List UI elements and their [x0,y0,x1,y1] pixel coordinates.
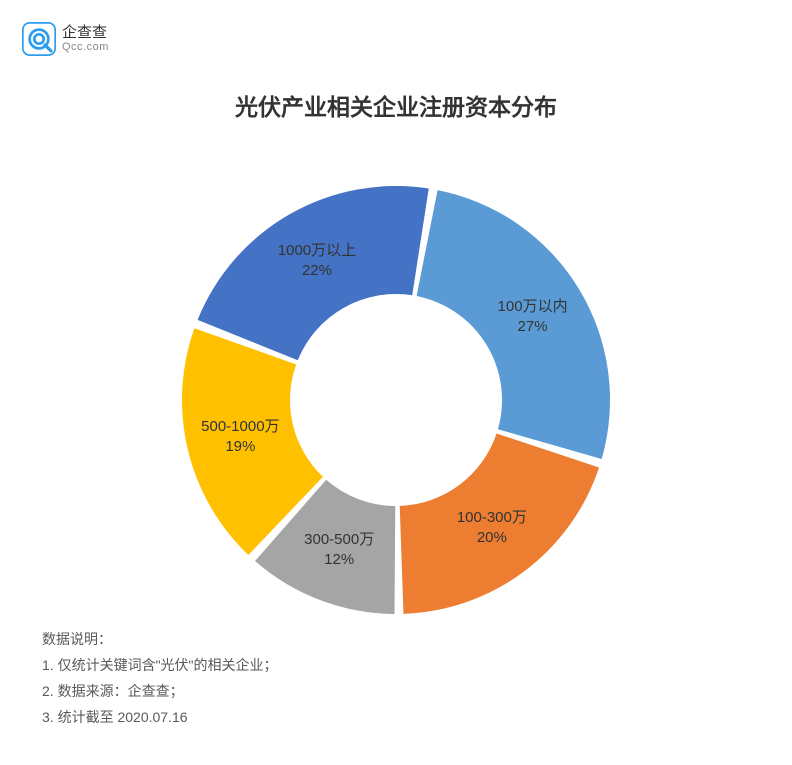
logo-text-en: Qcc.com [62,41,109,53]
notes-heading: 数据说明： [42,627,278,653]
slice-label: 500-1000万19% [201,417,279,458]
slice-label: 1000万以上22% [278,241,356,282]
notes-item: 2. 数据来源：企查查； [42,679,278,705]
slice-label: 100-300万20% [457,508,527,549]
slice-label: 300-500万12% [304,529,374,570]
chart-title: 光伏产业相关企业注册资本分布 [0,88,792,122]
qcc-logo-icon [22,22,56,56]
donut-svg [146,150,646,650]
notes-item: 3. 统计截至 2020.07.16 [42,705,278,731]
notes-item: 1. 仅统计关键词含"光伏"的相关企业； [42,653,278,679]
donut-chart: 100万以内27% 100-300万20% 300-500万12% 500-1000万… [146,150,646,650]
brand-logo: 企查查 Qcc.com [22,22,109,56]
slice-label: 100万以内27% [498,296,568,337]
data-notes: 数据说明： 1. 仅统计关键词含"光伏"的相关企业； 2. 数据来源：企查查； … [42,627,278,731]
logo-text-cn: 企查查 [62,25,109,42]
